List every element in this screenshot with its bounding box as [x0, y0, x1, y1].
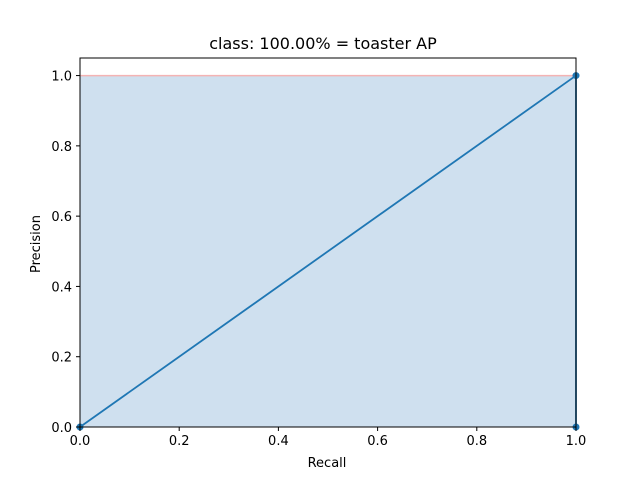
y-tick-label: 0.8	[51, 140, 72, 155]
y-tick-label: 0.2	[51, 351, 72, 366]
chart-title: class: 100.00% = toaster AP	[209, 34, 437, 53]
x-tick-label: 0.6	[367, 434, 388, 449]
x-tick-label: 0.2	[169, 434, 190, 449]
x-axis-ticks: 0.0 0.2 0.4 0.6 0.8 1.0	[70, 427, 587, 449]
x-tick-label: 1.0	[566, 434, 587, 449]
y-tick-label: 0.4	[51, 280, 72, 295]
y-tick-label: 0.0	[51, 421, 72, 436]
plot-frame	[79, 57, 577, 428]
x-tick-label: 0.8	[466, 434, 487, 449]
plot-area	[76, 57, 580, 431]
y-axis-ticks: 0.0 0.2 0.4 0.6 0.8 1.0	[51, 70, 80, 436]
x-axis-label: Recall	[308, 456, 347, 471]
y-tick-label: 0.6	[51, 210, 72, 225]
y-tick-label: 1.0	[51, 70, 72, 85]
y-axis-label: Precision	[29, 215, 44, 273]
x-tick-label: 0.4	[268, 434, 289, 449]
x-tick-label: 0.0	[70, 434, 91, 449]
